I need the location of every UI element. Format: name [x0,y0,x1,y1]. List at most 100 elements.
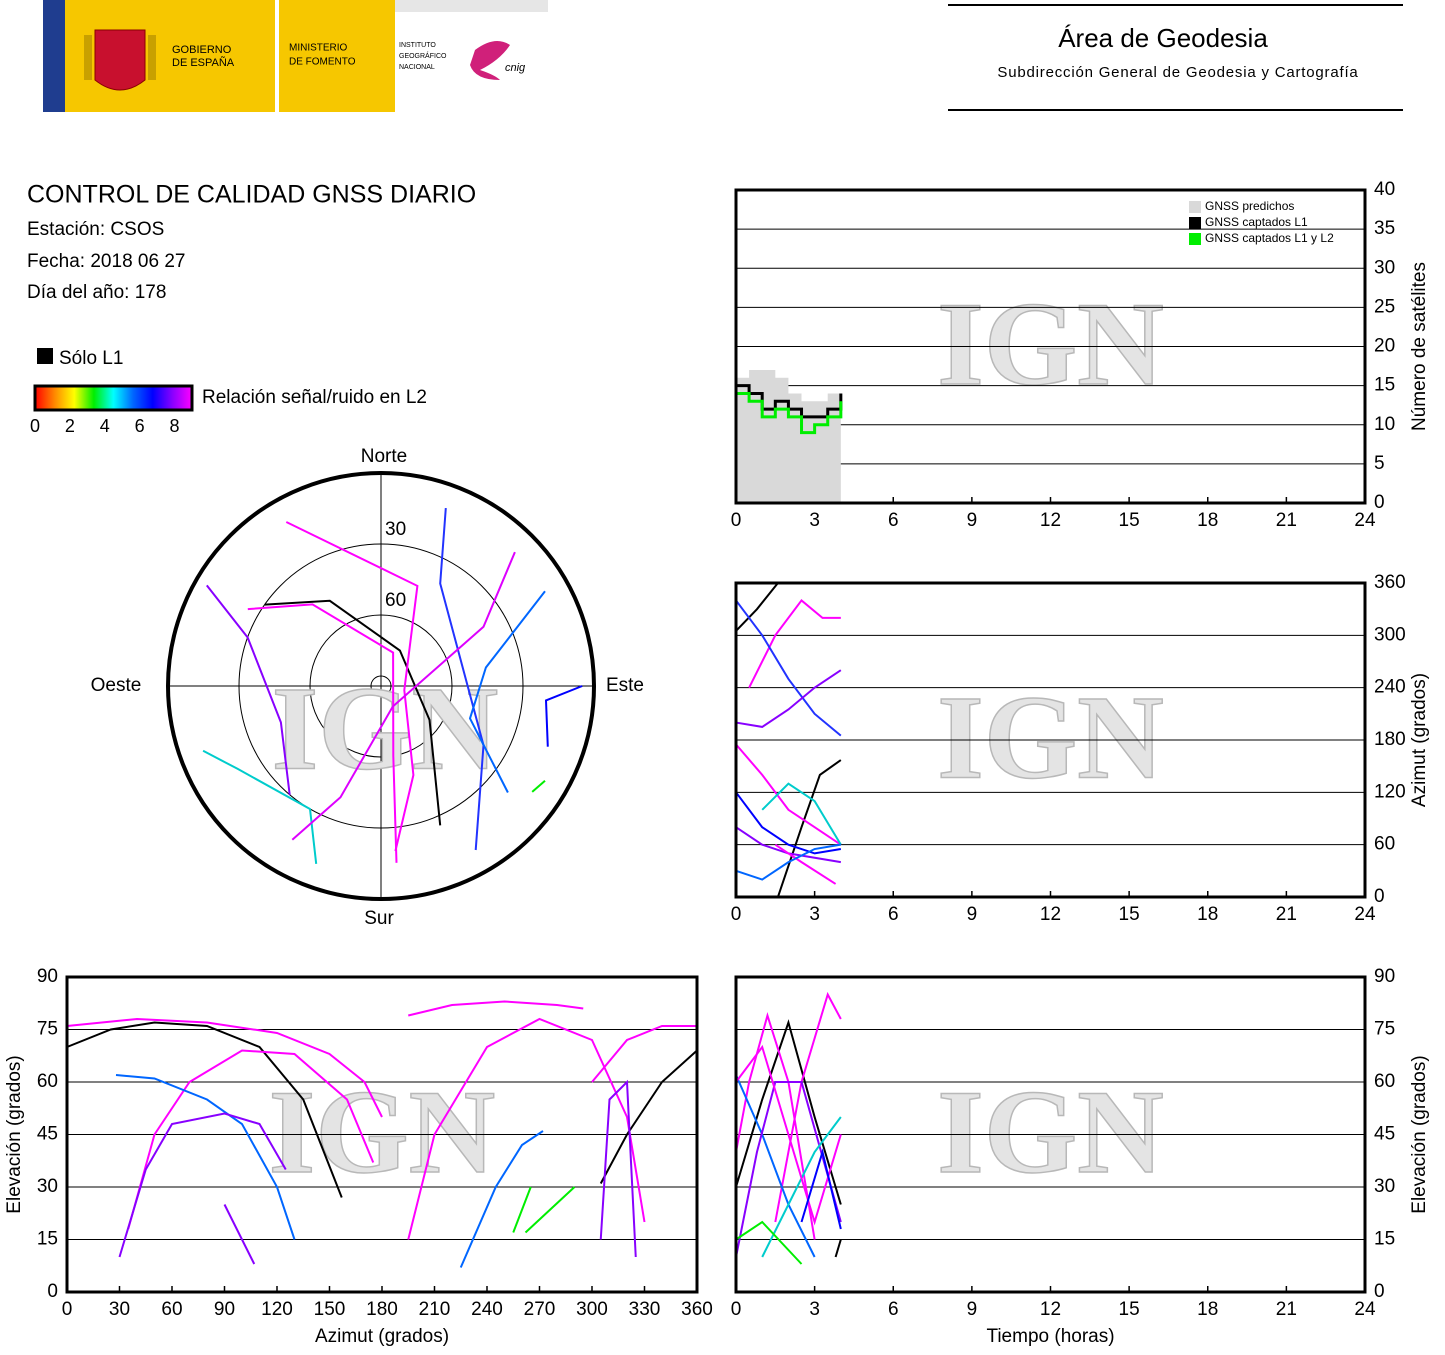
logo-text: MINISTERIO [289,43,348,54]
x-tick-label: 240 [471,1299,503,1320]
x-tick-label: 12 [1040,904,1061,925]
sky-track [291,551,516,841]
x-tick-label: 9 [967,510,978,531]
track [735,1074,816,1258]
y-tick-label: 20 [1374,336,1395,357]
track [735,743,842,846]
eu-stripe [43,0,65,112]
legend-swatch [1189,201,1201,213]
colorbar-tick-label: 2 [65,416,75,436]
x-tick-label: 12 [1040,1299,1061,1320]
track [774,991,842,1223]
ring-label: 30 [385,519,406,540]
track [735,1019,842,1205]
track [761,782,842,846]
y-tick-label: 90 [1374,966,1395,987]
y-tick-label: 15 [1374,375,1395,396]
logo-text: GEOGRÁFICO [399,51,447,60]
track [512,1186,532,1233]
zenith-ring [370,675,392,697]
track [748,599,841,689]
step-line [736,384,843,419]
watermark: IGN [937,277,1164,410]
track [599,1049,698,1184]
x-tick-label: 21 [1276,1299,1297,1320]
track [834,1239,842,1258]
x-tick-label: 300 [576,1299,608,1320]
x-tick-label: 3 [809,904,820,925]
track [735,582,779,632]
logo-text: INSTITUTO [399,42,436,49]
y-tick-label: 60 [1374,1071,1395,1092]
track [735,791,841,855]
x-tick-label: 0 [731,510,742,531]
y-tick-label: 35 [1374,218,1395,239]
x-tick-label: 15 [1119,510,1140,531]
x-tick-label: 24 [1354,1299,1376,1320]
cardinal-label: Norte [361,446,407,467]
ministerio-block [279,0,395,112]
sky-track [206,584,291,795]
track [66,1017,383,1118]
y-axis-label: Número de satélites [1409,262,1430,431]
x-tick-label: 9 [967,1299,978,1320]
y-tick-label: 40 [1374,179,1395,200]
step-line [736,391,843,435]
x-tick-label: 6 [888,1299,899,1320]
x-tick-label: 30 [109,1299,130,1320]
cardinal-label: Oeste [91,675,142,696]
colorbar-tick-label: 8 [170,416,180,436]
x-axis-label: Tiempo (horas) [986,1326,1114,1347]
y-tick-label: 30 [1374,1176,1395,1197]
colorbar-label: Relación señal/ruido en L2 [202,387,427,408]
elevation-ring [309,614,453,758]
legend-text: GNSS captados L1 y L2 [1205,231,1334,245]
y-tick-label: 120 [1374,781,1406,802]
sky-track [202,749,318,865]
area [736,369,841,503]
y-tick-label: 360 [1374,572,1406,593]
sky-track [439,508,485,851]
y-axis-label: Azimut (grados) [1409,673,1430,807]
y-tick-label: 10 [1374,414,1395,435]
y-tick-label: 15 [1374,1229,1395,1250]
x-tick-label: 90 [214,1299,235,1320]
track [735,1220,803,1265]
track [774,843,837,885]
logo-text: DE ESPAÑA [172,56,235,69]
sky-track [531,779,546,793]
logo-text: cnig [505,62,526,74]
track [524,1186,576,1234]
sky-track [247,603,398,863]
legend-text: Sólo L1 [59,348,123,369]
logo-text: NACIONAL [399,64,435,71]
header-subtitle: Subdirección General de Geodesia y Carto… [997,64,1358,81]
horizon [166,471,596,901]
x-axis-label: Azimut (grados) [315,1326,449,1347]
track [599,1079,637,1258]
x-tick-label: 0 [62,1299,73,1320]
logo-text: GOBIERNO [172,44,232,56]
elevation-ring [238,543,524,829]
sky-track [264,599,442,826]
report-title: CONTROL DE CALIDAD GNSS DIARIO [27,181,476,209]
header-title: Área de Geodesia [1058,23,1268,53]
x-tick-label: 270 [524,1299,556,1320]
colorbar [33,384,194,412]
y-tick-label: 25 [1374,296,1395,317]
x-tick-label: 3 [809,510,820,531]
x-tick-label: 18 [1197,1299,1218,1320]
x-tick-label: 6 [888,904,899,925]
y-tick-label: 0 [1374,886,1385,907]
x-tick-label: 0 [731,1299,742,1320]
y-axis-label: Elevación (grados) [1409,1055,1430,1213]
crest-pillar [148,35,156,80]
colorbar-tick-label: 0 [30,416,40,436]
x-tick-label: 21 [1276,904,1297,925]
x-tick-label: 0 [731,904,742,925]
sky-track [468,590,546,793]
x-tick-label: 21 [1276,510,1297,531]
x-tick-label: 24 [1354,510,1376,531]
y-tick-label: 180 [1374,729,1406,750]
y-tick-label: 0 [1374,492,1385,513]
